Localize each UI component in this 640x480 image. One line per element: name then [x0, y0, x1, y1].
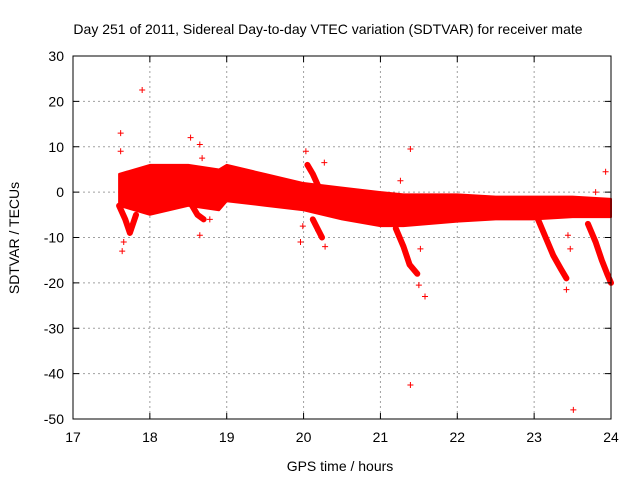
- data-point: [592, 189, 599, 196]
- y-tick-label: 30: [48, 48, 64, 64]
- x-tick-label: 17: [65, 429, 81, 445]
- data-track: [309, 216, 326, 241]
- data-tracks: [116, 161, 614, 286]
- data-track: [392, 225, 421, 277]
- y-tick-label: 0: [56, 184, 64, 200]
- data-point: [602, 168, 609, 175]
- chart-title: Day 251 of 2011, Sidereal Day-to-day VTE…: [73, 21, 582, 37]
- x-tick-label: 24: [603, 429, 619, 445]
- data-points: [117, 87, 609, 413]
- x-tick-label: 19: [219, 429, 235, 445]
- y-tick-label: -40: [44, 366, 64, 382]
- data-point: [570, 406, 577, 413]
- data-point: [196, 232, 203, 239]
- x-axis-label: GPS time / hours: [287, 458, 394, 474]
- data-point: [407, 146, 414, 153]
- x-tick-label: 21: [373, 429, 389, 445]
- data-point: [407, 381, 414, 388]
- data-point: [422, 293, 429, 300]
- x-tick-label: 22: [449, 429, 465, 445]
- x-tick-label: 18: [142, 429, 158, 445]
- data-point: [139, 87, 146, 94]
- data-point: [567, 245, 574, 252]
- data-point: [196, 141, 203, 148]
- y-tick-label: -30: [44, 320, 64, 336]
- axis-ticks: [72, 55, 612, 420]
- x-tick-label: 23: [526, 429, 542, 445]
- data-point: [117, 148, 124, 155]
- data-point: [315, 227, 322, 234]
- data-track: [584, 220, 614, 286]
- data-point: [564, 232, 571, 239]
- data-point: [187, 134, 194, 141]
- data-point: [397, 177, 404, 184]
- y-tick-label: -50: [44, 411, 64, 427]
- data-point: [417, 245, 424, 252]
- data-track: [534, 216, 570, 282]
- data-point: [302, 148, 309, 155]
- x-tick-label: 20: [296, 429, 312, 445]
- data-point: [120, 239, 127, 246]
- data-point: [117, 130, 124, 137]
- data-point: [321, 159, 328, 166]
- y-tick-label: 20: [48, 93, 64, 109]
- data-point: [563, 286, 570, 293]
- data-point: [415, 282, 422, 289]
- data-track: [185, 193, 207, 223]
- x-tick-labels: 17 18 19 20 21 22 23 24: [65, 429, 619, 445]
- y-tick-label: -10: [44, 230, 64, 246]
- data-track: [304, 161, 329, 205]
- data-track: [116, 202, 140, 236]
- data-point: [206, 216, 213, 223]
- data-point: [297, 239, 304, 246]
- y-tick-label: -20: [44, 275, 64, 291]
- data-point: [199, 155, 206, 162]
- y-axis-label: SDTVAR / TECUs: [6, 182, 22, 294]
- y-tick-label: 10: [48, 139, 64, 155]
- grid-lines: [73, 56, 611, 419]
- y-tick-labels: 30 20 10 0 -10 -20 -30 -40 -50: [44, 48, 64, 427]
- data-point: [322, 243, 329, 250]
- data-point: [299, 223, 306, 230]
- data-point: [119, 248, 126, 255]
